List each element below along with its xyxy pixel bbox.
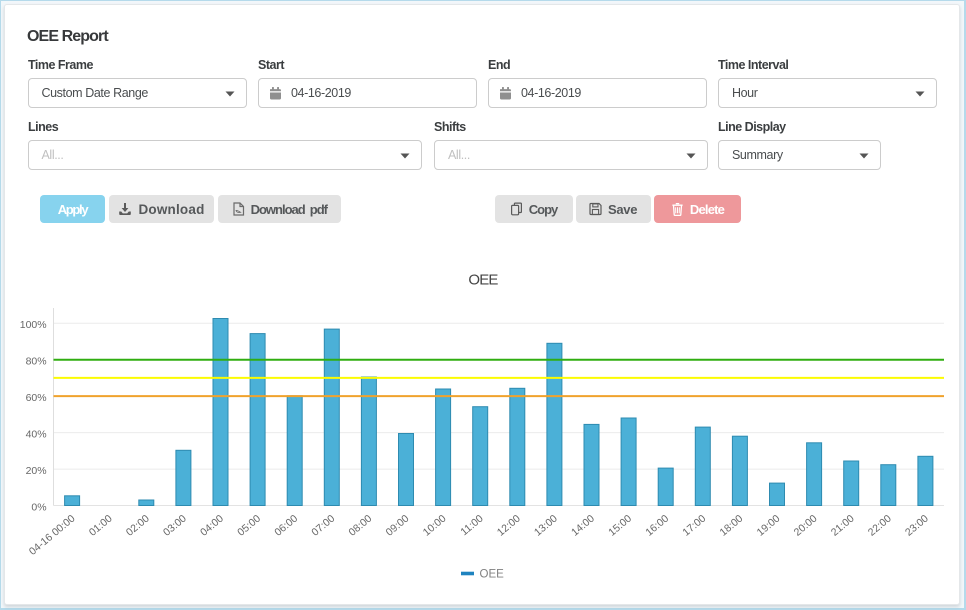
svg-text:20:00: 20:00 [792, 513, 820, 539]
svg-text:80%: 80% [26, 356, 47, 368]
svg-text:15:00: 15:00 [606, 513, 634, 539]
svg-text:13:00: 13:00 [532, 513, 560, 539]
svg-text:16:00: 16:00 [643, 513, 671, 539]
svg-text:12:00: 12:00 [495, 513, 523, 539]
svg-text:11:00: 11:00 [458, 513, 485, 539]
svg-text:04-16 00:00: 04-16 00:00 [27, 513, 78, 558]
svg-text:18:00: 18:00 [717, 513, 745, 539]
svg-text:17:00: 17:00 [680, 513, 708, 539]
svg-text:09:00: 09:00 [384, 513, 412, 539]
svg-text:60%: 60% [26, 392, 47, 404]
svg-text:0%: 0% [31, 501, 46, 513]
svg-text:02:00: 02:00 [124, 513, 152, 539]
svg-text:08:00: 08:00 [346, 513, 374, 539]
svg-text:100%: 100% [20, 319, 47, 331]
svg-text:22:00: 22:00 [866, 513, 894, 539]
svg-text:06:00: 06:00 [272, 513, 300, 539]
svg-text:14:00: 14:00 [569, 513, 597, 539]
svg-text:04:00: 04:00 [198, 513, 226, 539]
svg-text:03:00: 03:00 [161, 513, 189, 539]
svg-text:05:00: 05:00 [235, 513, 263, 539]
svg-text:01:00: 01:00 [87, 513, 115, 539]
svg-text:21:00: 21:00 [829, 513, 857, 539]
svg-text:19:00: 19:00 [755, 513, 783, 539]
svg-text:20%: 20% [26, 465, 47, 477]
svg-text:OEE: OEE [480, 569, 505, 581]
svg-text:23:00: 23:00 [903, 513, 931, 539]
svg-text:OEE: OEE [468, 272, 498, 289]
svg-text:40%: 40% [26, 428, 47, 440]
svg-text:07:00: 07:00 [309, 513, 337, 539]
svg-text:10:00: 10:00 [421, 513, 449, 539]
